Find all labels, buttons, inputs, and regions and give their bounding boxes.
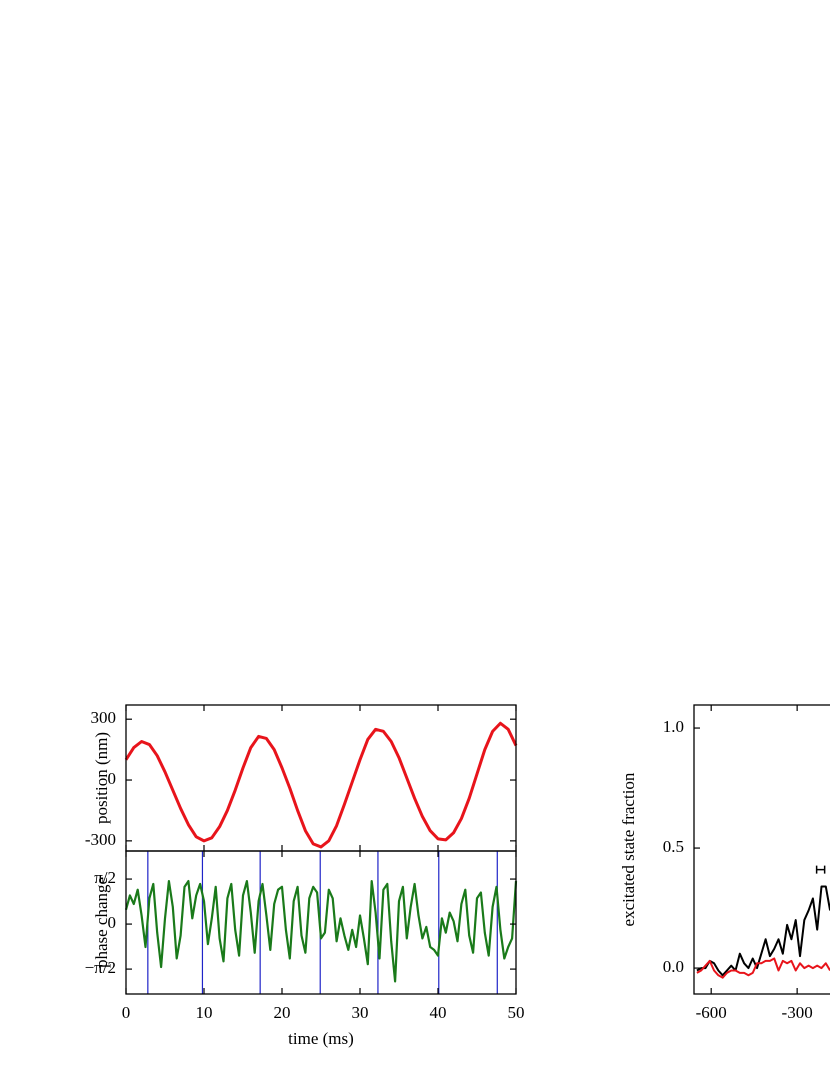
x-tick-label: 50: [508, 1003, 525, 1022]
data-line: [124, 721, 518, 849]
x-tick-label: 40: [430, 1003, 447, 1022]
error-bar: [815, 865, 826, 874]
y-axis-label: position (nm): [92, 732, 111, 824]
panel: [693, 704, 830, 995]
y-tick-label: -300: [85, 830, 116, 849]
panel: [124, 704, 518, 852]
x-tick-label: -300: [782, 1003, 813, 1022]
panel: [124, 850, 518, 995]
y-tick-label: 1.0: [663, 717, 684, 736]
data-line: [696, 885, 830, 977]
y-tick-label: −π/2: [85, 958, 116, 977]
plot-frame: [125, 850, 517, 995]
x-axis-label: time (ms): [288, 1029, 354, 1048]
y-tick-label: 0: [108, 769, 117, 788]
y-tick-label: 0.0: [663, 957, 684, 976]
data-line: [696, 957, 830, 979]
x-tick-label: -600: [696, 1003, 727, 1022]
y-tick-label: 0.5: [663, 837, 684, 856]
y-axis-label: excitated state fraction: [619, 772, 638, 926]
data-line: [124, 879, 518, 983]
plot-frame: [125, 704, 517, 852]
y-axis-label: phase change: [92, 877, 111, 968]
y-tick-label: π/2: [94, 868, 116, 887]
y-tick-label: 0: [108, 913, 117, 932]
x-tick-label: 10: [196, 1003, 213, 1022]
x-tick-label: 30: [352, 1003, 369, 1022]
x-tick-label: 20: [274, 1003, 291, 1022]
plot-frame: [693, 704, 830, 995]
x-tick-label: 0: [122, 1003, 131, 1022]
y-tick-label: 300: [91, 708, 117, 727]
